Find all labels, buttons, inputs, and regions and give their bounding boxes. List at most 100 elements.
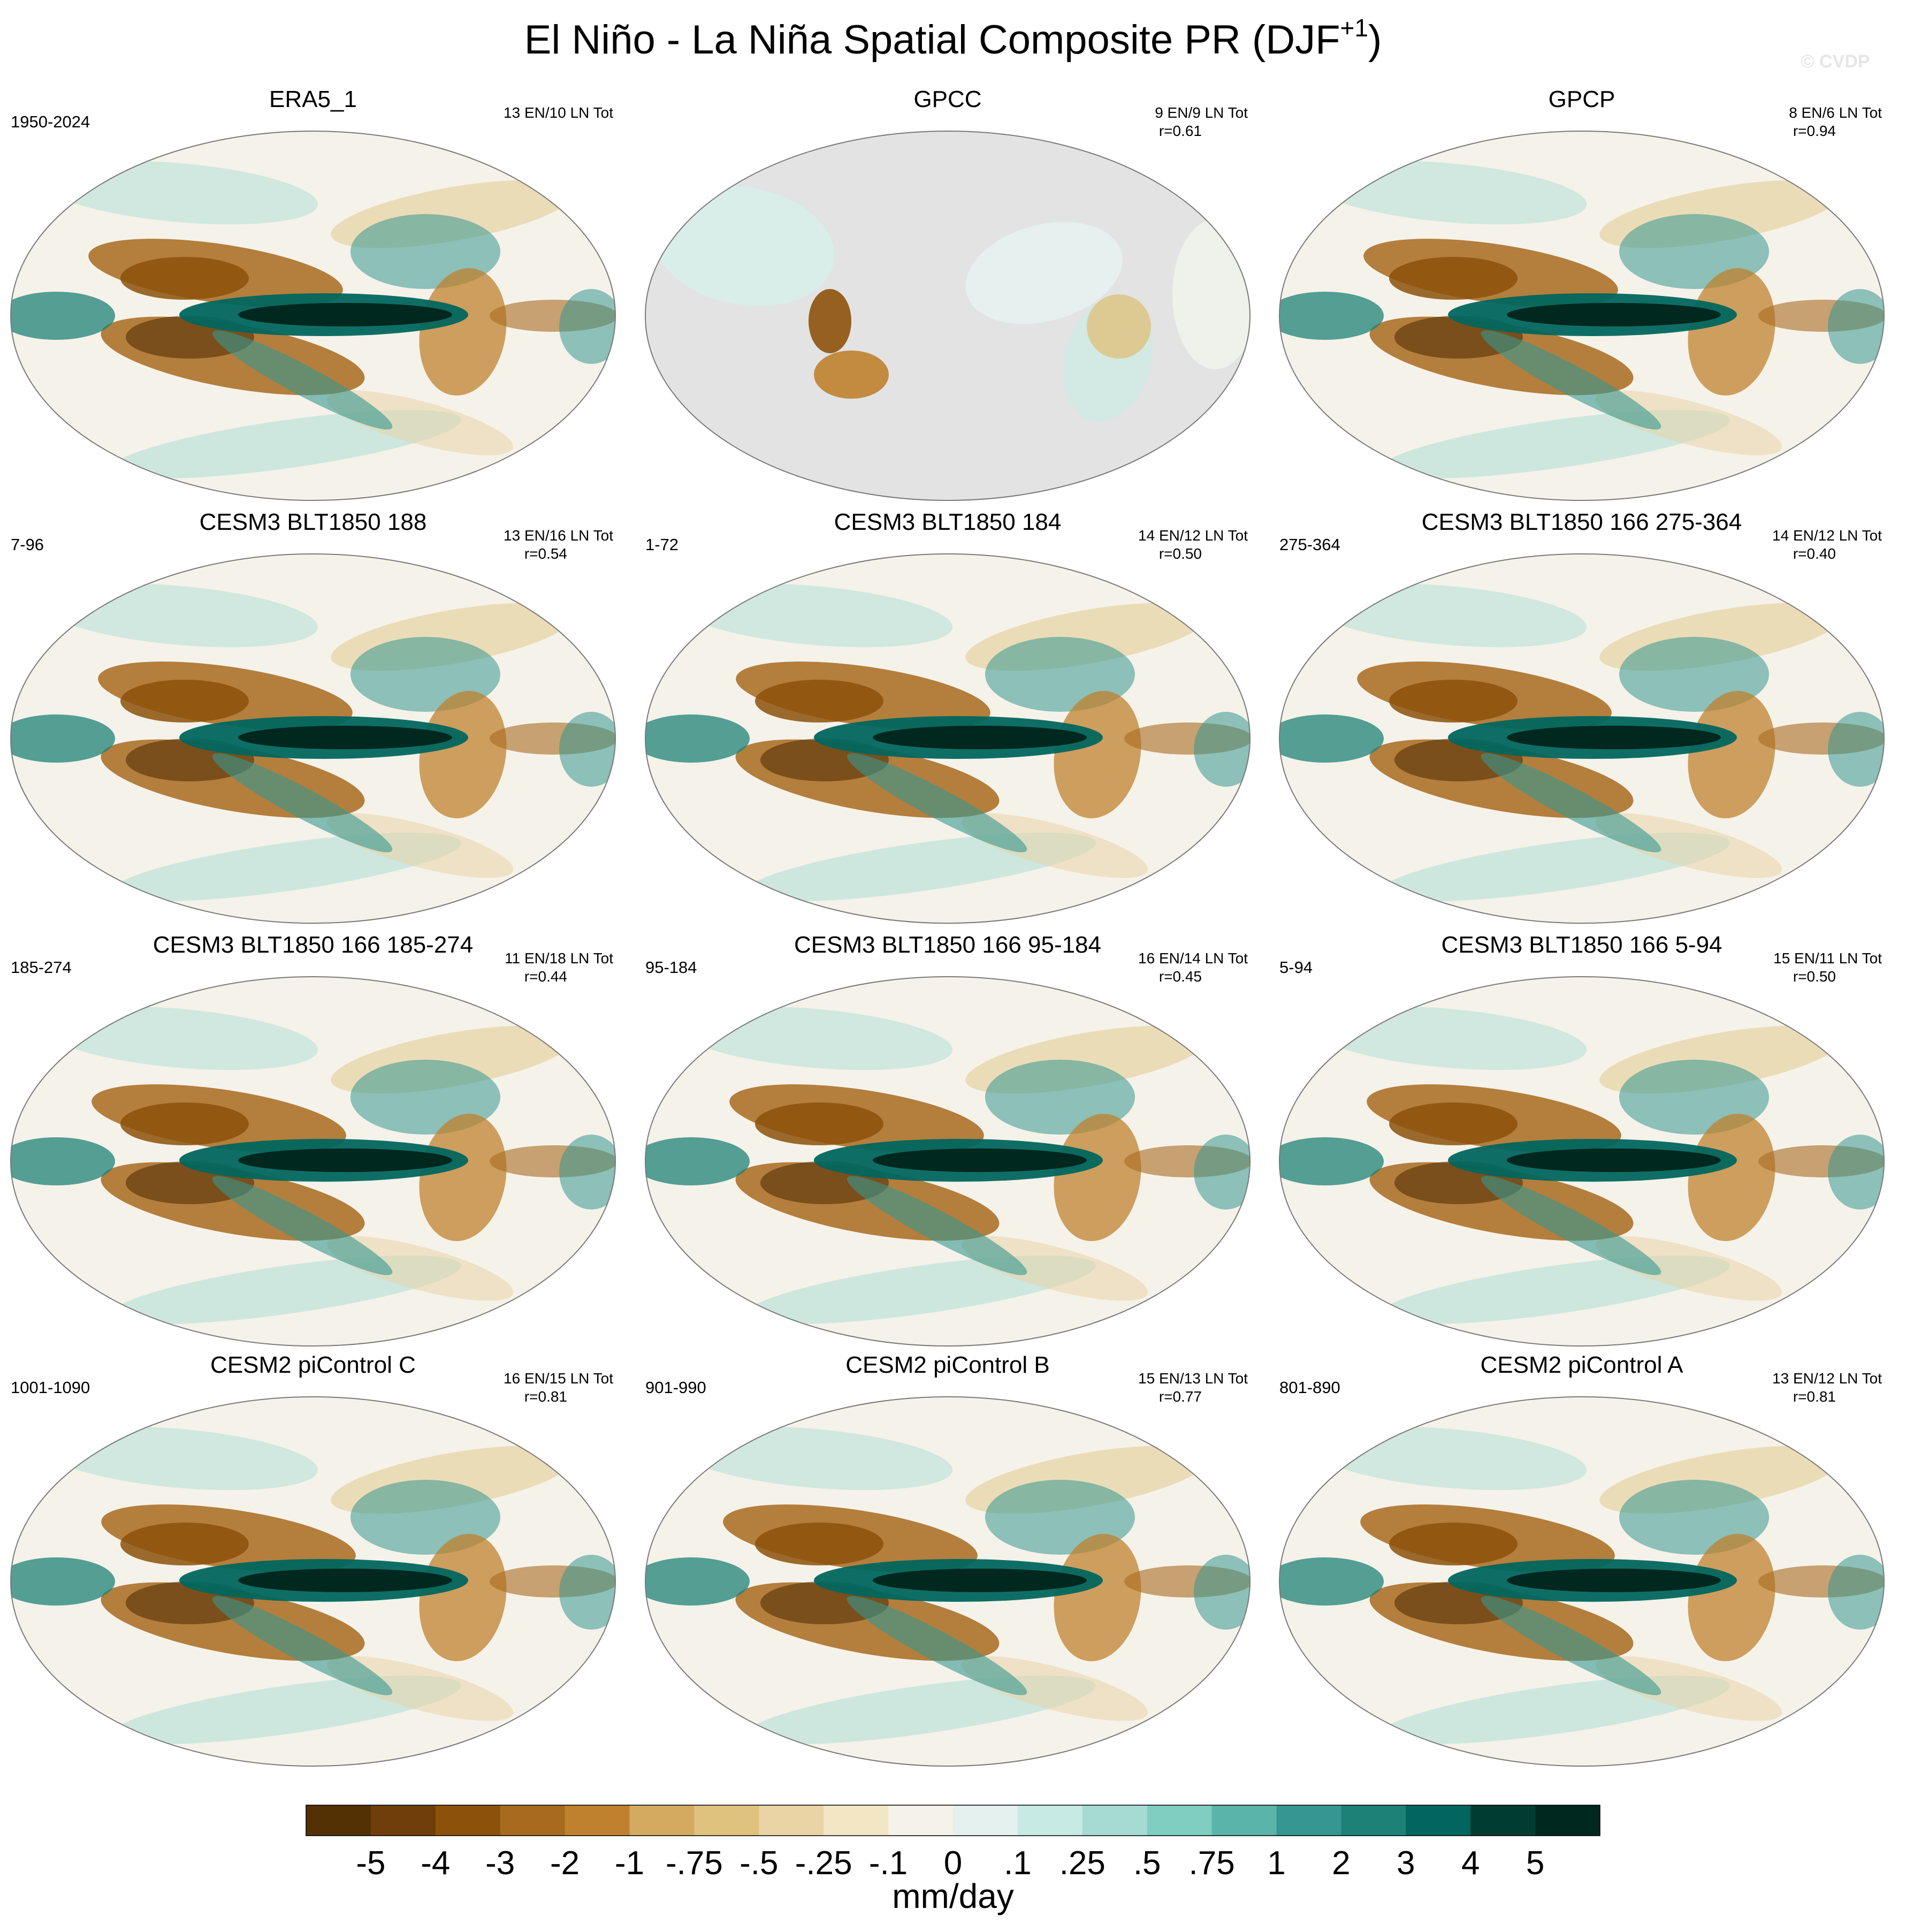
wet-anomaly-east: [1828, 1555, 1884, 1630]
dry-anomaly-amazon: [1054, 1114, 1141, 1241]
figure-title-close: ): [1368, 17, 1382, 63]
panel-years: 801-890: [1279, 1378, 1340, 1397]
wet-anomaly-core: [238, 726, 452, 749]
wet-anomaly-east: [559, 1555, 615, 1630]
dry-anomaly-amazon: [1688, 691, 1775, 818]
panel-years: 901-990: [645, 1378, 706, 1397]
wet-anomaly-east: [1828, 712, 1884, 787]
wet-anomaly-spcz: [212, 330, 393, 430]
wet-anomaly-spcz: [1481, 1596, 1661, 1695]
wet-anomaly-indian: [1279, 1137, 1384, 1185]
colorbar-swatch: [1341, 1805, 1406, 1836]
precip-field: [1279, 583, 1884, 901]
colorbar-tick-label: -5: [356, 1845, 385, 1882]
wet-anomaly-core: [1507, 726, 1721, 749]
dry-anomaly-amazon: [1054, 1534, 1141, 1661]
wet-anomaly-indian: [645, 1137, 750, 1185]
colorbar-swatch: [370, 1805, 436, 1836]
panel-pattern-correlation: r=0.77: [1159, 1388, 1202, 1405]
land-anomaly-north-america: [965, 222, 1123, 324]
dry-anomaly-west: [755, 680, 883, 722]
wet-anomaly-core: [873, 726, 1087, 749]
map-panel: CESM3 BLT1850 166 5-94 5-94 15 EN/11 LN To…: [1279, 932, 1885, 1347]
panel-pattern-correlation: r=0.50: [1159, 545, 1202, 562]
wet-anomaly-east: [559, 289, 615, 364]
panel-events: 13 EN/16 LN Tot: [504, 527, 613, 544]
figure-title-main: El Niño - La Niña Spatial Composite PR (…: [524, 17, 1340, 63]
wet-anomaly-indian: [1279, 292, 1384, 340]
colorbar-tick-label: 5: [1526, 1845, 1544, 1882]
colorbar-tick-label: .75: [1188, 1845, 1234, 1882]
wet-anomaly-core: [1507, 303, 1721, 326]
map-outline: [10, 553, 616, 924]
wet-anomaly-core: [873, 1148, 1087, 1172]
precip-field: [11, 161, 615, 478]
panel-events: 13 EN/10 LN Tot: [504, 104, 613, 121]
panel-pattern-correlation: r=0.81: [1793, 1388, 1836, 1405]
dry-anomaly-west: [120, 257, 249, 300]
figure-title: El Niño - La Niña Spatial Composite PR (…: [524, 14, 1382, 63]
dry-anomaly-amazon: [419, 268, 507, 395]
wet-anomaly-spcz: [212, 1596, 393, 1695]
wet-anomaly-indian: [11, 1137, 115, 1185]
land-anomaly-eurasia: [654, 186, 835, 307]
precip-field: [11, 1426, 615, 1744]
map-panel: CESM2 piControl C 1001-1090 16 EN/15 LN To…: [10, 1352, 616, 1767]
colorbar-frame: [306, 1805, 1600, 1836]
panel-events: 14 EN/12 LN Tot: [1138, 527, 1248, 544]
colorbar-tick-label: 1: [1267, 1845, 1285, 1882]
colorbar-swatch: [629, 1805, 695, 1836]
map-panel: ERA5_1 1950-2024 13 EN/10 LN Tot: [10, 86, 616, 501]
panel-title: ERA5_1: [269, 86, 357, 112]
colorbar-tick-label: 0: [944, 1845, 962, 1882]
map-outline: [645, 1396, 1251, 1767]
wet-anomaly-indian: [645, 714, 750, 763]
wet-anomaly-indian: [11, 714, 115, 763]
colorbar-swatch: [824, 1805, 889, 1836]
panel-years: 95-184: [645, 958, 697, 977]
colorbar-swatch: [306, 1805, 371, 1836]
dry-anomaly-amazon: [419, 1534, 507, 1661]
panel-pattern-correlation: r=0.94: [1793, 123, 1836, 139]
colorbar-swatch: [759, 1805, 824, 1836]
panel-years: 275-364: [1279, 535, 1340, 554]
map-panel: CESM2 piControl B 901-990 15 EN/13 LN Totr…: [645, 1352, 1251, 1767]
dry-anomaly-west: [120, 680, 249, 722]
dry-anomaly-amazon: [1688, 1114, 1775, 1241]
map-panel: CESM2 piControl A 801-890 13 EN/12 LN Totr…: [1279, 1352, 1885, 1767]
colorbar-tick-label: .5: [1133, 1845, 1161, 1882]
wet-anomaly-spcz: [1481, 753, 1661, 853]
figure-title-superscript: +1: [1340, 14, 1368, 42]
panel-pattern-correlation: r=0.81: [524, 1388, 567, 1405]
land-anomaly-africa: [1172, 219, 1250, 369]
panel-events: 14 EN/12 LN Tot: [1772, 527, 1882, 544]
map-outline: [1279, 553, 1885, 924]
panel-years: 5-94: [1279, 958, 1313, 977]
wet-anomaly-indian: [11, 292, 115, 340]
wet-anomaly-spcz: [212, 753, 393, 853]
colorbar-swatch: [888, 1805, 954, 1836]
precip-field: [1279, 1426, 1884, 1744]
colorbar-swatch: [1082, 1805, 1148, 1836]
wet-anomaly-spcz: [847, 1176, 1027, 1275]
colorbar-tick-label: -1: [615, 1845, 644, 1882]
precip-field: [645, 583, 1250, 901]
colorbar-swatch: [1211, 1805, 1277, 1836]
precip-field: [1279, 1006, 1884, 1324]
dry-anomaly-amazon: [1688, 268, 1775, 395]
colorbar-swatch: [500, 1805, 566, 1836]
wet-anomaly-spcz: [847, 1596, 1027, 1695]
panel-years: 7-96: [11, 535, 44, 554]
wet-anomaly-core: [873, 1569, 1087, 1592]
wet-anomaly-east: [1194, 712, 1250, 787]
wet-anomaly-east: [1828, 1135, 1884, 1210]
dry-anomaly-west: [1389, 680, 1518, 722]
map-outline: [645, 976, 1251, 1347]
dry-anomaly-west: [120, 1523, 249, 1565]
dry-anomaly-west: [755, 1523, 883, 1565]
map-outline: [10, 131, 616, 501]
map-outline: [10, 1396, 616, 1767]
panel-title: CESM3 BLT1850 166 5-94: [1441, 932, 1722, 958]
wet-anomaly-spcz: [1481, 1176, 1661, 1275]
